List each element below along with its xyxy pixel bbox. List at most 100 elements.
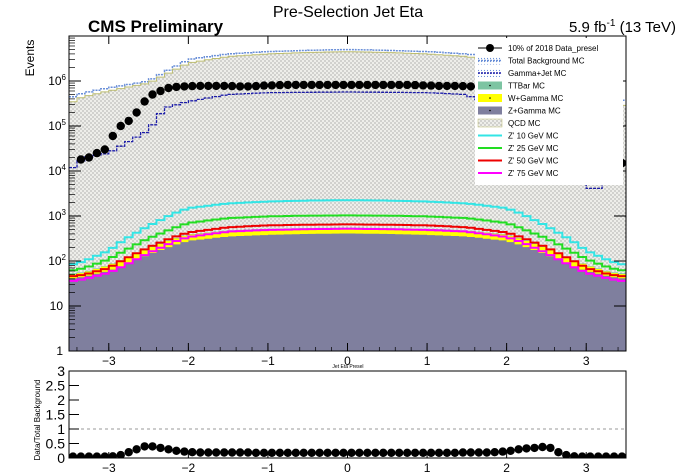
legend-swatch-dot: [489, 109, 491, 112]
lumi-label-prefix: 5.9 fb: [569, 19, 607, 36]
ratio-point: [331, 448, 340, 457]
ratio-point: [148, 442, 157, 451]
ratio-axes: −3 −2 −1 0 1 2 300.511.522.53: [46, 363, 590, 472]
ratio-point: [355, 448, 364, 457]
legend-label: Z' 10 GeV MC: [508, 132, 559, 141]
data-point: [92, 148, 102, 158]
y-tick-exponent: 2: [62, 253, 67, 262]
ratio-point: [490, 448, 499, 457]
y-tick-label: 103: [48, 208, 66, 223]
ratio-point: [363, 448, 372, 457]
ratio-point: [116, 450, 125, 458]
ratio-point: [617, 452, 626, 458]
y-tick-label: 1: [56, 344, 63, 358]
data-point: [323, 80, 332, 90]
data-point: [403, 80, 412, 90]
ratio-point: [506, 446, 515, 455]
ratio-point: [522, 444, 531, 453]
y-tick-label: 105: [48, 118, 66, 133]
ratio-point: [403, 448, 412, 457]
ratio-x-tick-label: 3: [583, 461, 590, 472]
data-point: [235, 82, 245, 91]
ratio-point: [514, 445, 523, 454]
legend-swatch-marker: [486, 44, 494, 52]
ratio-y-axis-label: Data/Total Background: [33, 380, 42, 461]
ratio-point: [586, 452, 595, 458]
ratio-point: [458, 448, 468, 457]
data-point: [220, 81, 229, 91]
y-tick-exponent: 6: [62, 73, 67, 82]
ratio-point: [267, 448, 277, 457]
data-point: [426, 81, 436, 90]
ratio-point: [570, 452, 579, 458]
legend-label: QCD MC: [508, 119, 541, 128]
zprime-75-gev-line: [69, 227, 626, 282]
ratio-point: [546, 443, 555, 453]
ratio-point: [100, 452, 109, 458]
ratio-point: [323, 448, 332, 457]
ratio-point: [108, 452, 117, 458]
ratio-x-tick-label: 0: [344, 461, 351, 472]
ratio-point: [426, 448, 436, 457]
ratio-point: [410, 448, 420, 457]
ratio-point: [347, 448, 356, 457]
lumi-label-suffix: (13 TeV): [615, 19, 676, 36]
data-point: [212, 81, 221, 91]
data-point: [227, 81, 237, 91]
data-point: [108, 131, 118, 141]
ratio-y-tick-label: 0.5: [46, 436, 66, 452]
legend-label: Z' 75 GeV MC: [508, 169, 559, 178]
zprime-50-gev-line: [69, 223, 626, 278]
ratio-point: [243, 448, 253, 457]
data-point: [363, 80, 372, 90]
data-point: [450, 81, 460, 91]
legend-label: 10% of 2018 Data_presel: [508, 44, 599, 53]
ratio-point: [275, 448, 285, 457]
data-point: [387, 80, 396, 90]
legend-swatch-fill: [477, 118, 503, 128]
ratio-point: [259, 448, 269, 457]
data-point: [466, 82, 475, 91]
ratio-point: [188, 448, 197, 457]
zprime-10-gev-line: [69, 199, 626, 266]
ratio-point: [132, 445, 141, 454]
ratio-plot-area: [69, 428, 626, 458]
y-tick-label: 102: [48, 253, 66, 268]
data-point: [204, 81, 213, 91]
data-point: [259, 81, 269, 90]
data-point: [148, 90, 157, 99]
data-point: [434, 81, 444, 91]
data-point: [267, 81, 277, 90]
data-point: [379, 80, 388, 90]
ratio-point: [315, 448, 324, 457]
data-point: [347, 80, 356, 90]
ratio-point: [307, 448, 316, 457]
data-point: [243, 82, 253, 91]
ratio-x-tick-label: −2: [182, 461, 196, 472]
ratio-point: [379, 448, 388, 457]
y-tick-exponent: 5: [62, 118, 67, 127]
ratio-point: [482, 448, 491, 457]
y-tick-mantissa: 10: [48, 119, 62, 133]
lumi-label-exponent: -1: [607, 18, 616, 29]
y-axis-label: Events: [23, 40, 37, 77]
legend-label: W+Gamma MC: [508, 94, 564, 103]
ratio-point: [156, 443, 165, 453]
ratio-point: [498, 447, 507, 456]
y-tick-exponent: 4: [62, 163, 67, 172]
data-point: [458, 81, 468, 91]
data-point: [196, 81, 205, 91]
data-point: [283, 80, 292, 90]
y-tick-mantissa: 10: [48, 164, 62, 178]
ratio-y-tick-label: 2: [57, 392, 65, 408]
data-point: [331, 80, 340, 90]
ratio-y-tick-label: 2.5: [46, 378, 66, 394]
data-point: [395, 80, 404, 90]
data-point: [76, 155, 86, 164]
legend-label: Z' 25 GeV MC: [508, 144, 559, 153]
y-tick-mantissa: 10: [48, 254, 62, 268]
data-point: [371, 80, 380, 90]
ratio-point: [227, 448, 237, 457]
